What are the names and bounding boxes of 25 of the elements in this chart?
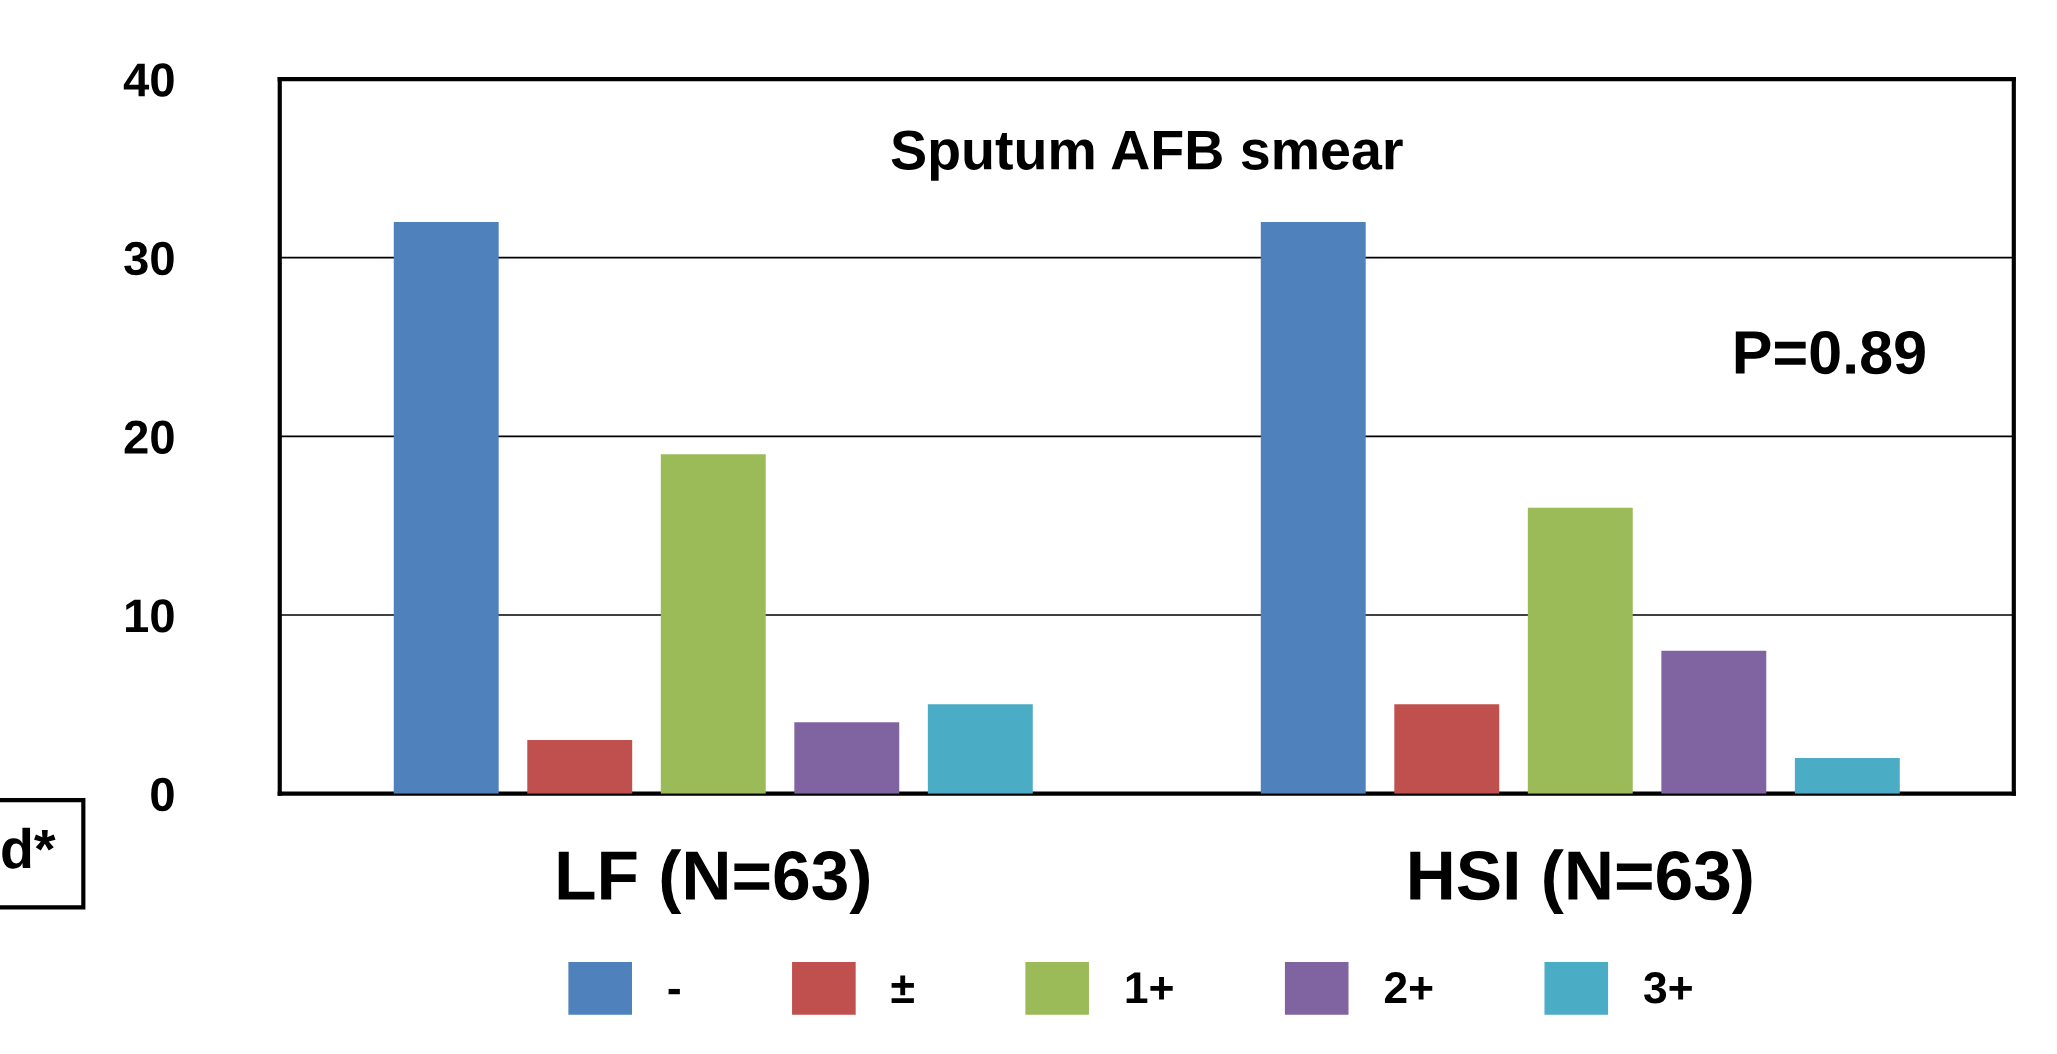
text: Sputum AFB smear bbox=[891, 130, 1403, 181]
bar bbox=[393, 221, 499, 794]
legend-label: ± bbox=[891, 975, 914, 1004]
bar bbox=[1394, 704, 1500, 794]
y-tick-label: 0 bbox=[151, 777, 174, 812]
legend-label: - bbox=[668, 988, 680, 995]
legend-label: 3+ bbox=[1643, 972, 1692, 1004]
legend-label: 2+ bbox=[1384, 972, 1433, 1004]
legend-label: 1+ bbox=[1126, 972, 1173, 1004]
x-tick-label: LF (N=63) bbox=[558, 849, 869, 914]
bar bbox=[794, 722, 900, 794]
bar bbox=[927, 704, 1033, 794]
bar bbox=[660, 454, 766, 794]
text: d* bbox=[2, 827, 56, 869]
y-tick-label: 30 bbox=[124, 241, 174, 276]
bar bbox=[1661, 650, 1767, 794]
bar bbox=[527, 740, 633, 794]
y-tick-label: 40 bbox=[123, 63, 174, 97]
bar bbox=[1794, 757, 1900, 794]
annotation: P=0.89 bbox=[1735, 330, 1925, 375]
x-tick-label: HSI (N=63) bbox=[1410, 849, 1752, 914]
y-tick-label: 20 bbox=[124, 420, 174, 454]
bar bbox=[1260, 221, 1366, 794]
y-tick-label: 10 bbox=[126, 599, 174, 633]
bar bbox=[1527, 507, 1633, 794]
